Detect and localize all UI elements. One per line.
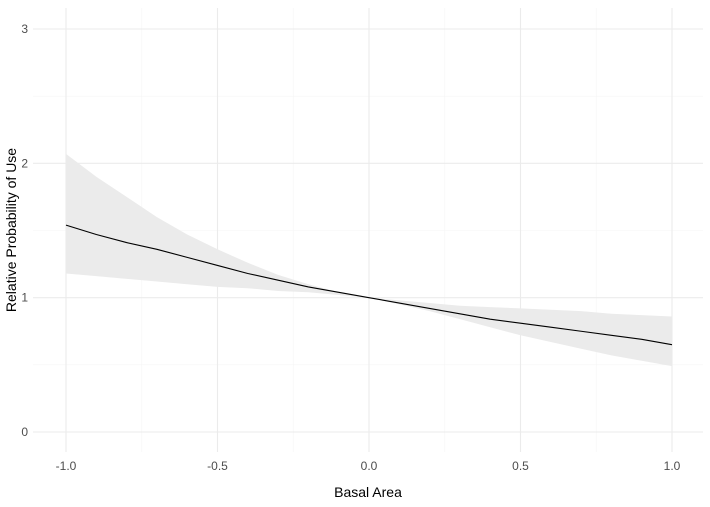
x-tick-label: 1.0 bbox=[664, 459, 681, 473]
x-tick-label: -1.0 bbox=[56, 459, 77, 473]
x-tick-labels: -1.0 -0.5 0.0 0.5 1.0 bbox=[56, 459, 681, 473]
y-tick-label: 1 bbox=[21, 291, 28, 305]
x-tick-label: 0.0 bbox=[361, 459, 378, 473]
x-axis-title: Basal Area bbox=[334, 484, 402, 500]
confidence-ribbon bbox=[66, 153, 672, 367]
y-axis-title: Relative Probability of Use bbox=[3, 148, 19, 312]
x-tick-label: -0.5 bbox=[207, 459, 228, 473]
y-tick-label: 0 bbox=[21, 425, 28, 439]
y-tick-labels: 0 1 2 3 bbox=[21, 22, 28, 439]
y-tick-label: 3 bbox=[21, 22, 28, 36]
fitted-line bbox=[65, 224, 673, 346]
y-tick-label: 2 bbox=[21, 156, 28, 170]
series-layer bbox=[65, 153, 673, 367]
grid-minor-lines bbox=[33, 8, 703, 452]
x-tick-label: 0.5 bbox=[512, 459, 529, 473]
